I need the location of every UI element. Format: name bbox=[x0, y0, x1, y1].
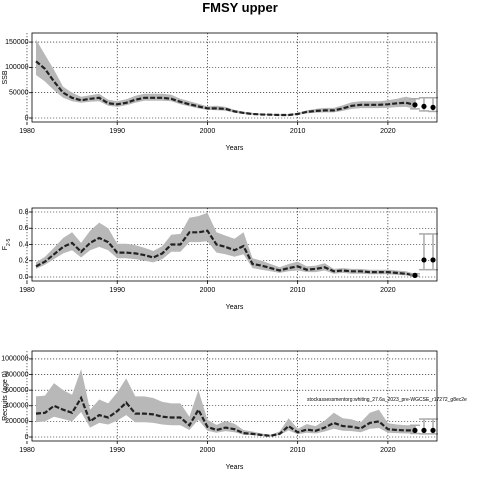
y-tick-label: 1000000 bbox=[1, 356, 28, 363]
x-tick-label: 2000 bbox=[200, 447, 216, 454]
y-tick-label: 0.4 bbox=[19, 241, 29, 248]
plot-frame bbox=[31, 32, 438, 123]
y-tick-label: 50000 bbox=[9, 90, 29, 97]
projection-point bbox=[430, 427, 436, 433]
y-axis-label: F2-5 bbox=[2, 239, 12, 251]
median-line bbox=[35, 395, 415, 437]
y-tick-label: 0.8 bbox=[19, 209, 29, 216]
x-tick-label: 1980 bbox=[19, 128, 35, 135]
y-axis-label-text: SSB bbox=[2, 70, 9, 84]
x-axis-label: Years bbox=[226, 145, 244, 152]
projection-point bbox=[412, 427, 418, 433]
x-tick-label: 2000 bbox=[200, 287, 216, 294]
y-tick-label: 0 bbox=[25, 115, 29, 122]
projection-point bbox=[421, 103, 427, 109]
y-tick-label: 0.2 bbox=[19, 258, 29, 265]
x-tick-label: 2000 bbox=[200, 128, 216, 135]
y-axis-label-subscript: 2-5 bbox=[6, 239, 12, 246]
figure-title: FMSY upper bbox=[202, 0, 278, 15]
y-tick-label: 0.6 bbox=[19, 225, 29, 232]
y-tick-label: 150000 bbox=[5, 39, 28, 46]
y-tick-label: 0.0 bbox=[19, 274, 29, 281]
x-tick-label: 1990 bbox=[109, 128, 125, 135]
y-tick-label: 0 bbox=[25, 434, 29, 441]
x-axis-label: Years bbox=[226, 304, 244, 311]
y-axis-label: SSB bbox=[2, 70, 9, 84]
confidence-band bbox=[36, 369, 415, 437]
x-tick-label: 1990 bbox=[109, 447, 125, 454]
y-tick-label: 600000 bbox=[5, 387, 28, 394]
confidence-band bbox=[36, 39, 415, 116]
y-axis-label-text: Recruits (age 0) bbox=[2, 371, 9, 421]
x-tick-label: 2020 bbox=[380, 287, 396, 294]
x-tick-label: 2010 bbox=[290, 128, 306, 135]
x-tick-label: 1980 bbox=[19, 287, 35, 294]
x-tick-label: 2020 bbox=[380, 128, 396, 135]
y-tick-label: 100000 bbox=[5, 64, 28, 71]
projection-point bbox=[430, 104, 436, 110]
projection-point bbox=[421, 427, 427, 433]
projection-point bbox=[430, 257, 436, 263]
x-tick-label: 1990 bbox=[109, 287, 125, 294]
y-axis-label-text: F bbox=[2, 246, 9, 250]
plot-frame bbox=[31, 350, 438, 442]
x-tick-label: 2020 bbox=[380, 447, 396, 454]
projection-point bbox=[412, 272, 418, 278]
ssb-panel: 1980 1990 2000 2010 2020 0 50000 100000 150000 Ye… bbox=[2, 32, 438, 152]
x-tick-label: 2010 bbox=[290, 447, 306, 454]
y-tick-label: 800000 bbox=[5, 371, 28, 378]
fishing-mortality-panel: 1980 1990 2000 2010 2020 0.0 0.2 0.4 0.6 0.8 Years… bbox=[2, 207, 438, 311]
x-tick-label: 1980 bbox=[19, 447, 35, 454]
y-tick-label: 200000 bbox=[5, 418, 28, 425]
y-axis-label: Recruits (age 0) bbox=[2, 371, 9, 421]
median-line bbox=[35, 60, 416, 117]
projection-point bbox=[421, 257, 427, 263]
source-annotation: stockassessmentorg:whiting_27.6a_2023_pr… bbox=[307, 397, 467, 403]
x-tick-label: 2010 bbox=[290, 287, 306, 294]
confidence-band bbox=[36, 212, 415, 277]
y-tick-label: 400000 bbox=[5, 403, 28, 410]
recruitment-panel: 1980 1990 2000 2010 2020 0 200000 400000 600000 8… bbox=[1, 350, 438, 471]
projection-point bbox=[412, 102, 418, 108]
x-axis-label: Years bbox=[226, 464, 244, 471]
median-line bbox=[35, 229, 416, 277]
